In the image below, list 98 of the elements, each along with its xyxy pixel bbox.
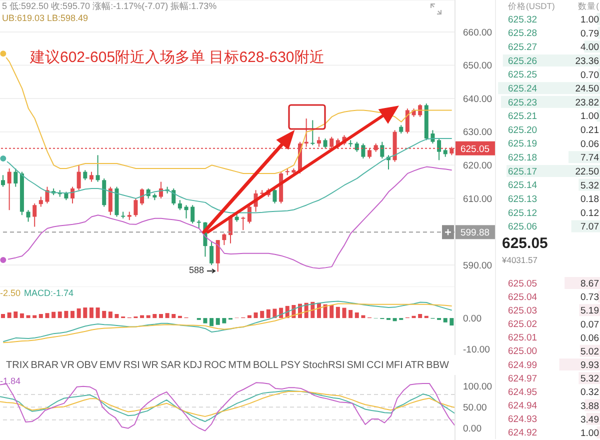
y-tick-label: 624.94 [508,400,538,412]
y-tick-label: 625.20 [508,124,538,136]
y-tick-label: 624.99 [508,360,538,371]
data-label: 22.50 [575,166,599,178]
data-label: 8.67 [580,278,599,290]
data-label: 23.36 [575,56,599,67]
y-tick-label: 610.00 [463,194,492,205]
y-tick-label: 625.13 [508,194,538,205]
y-tick-label: 630.00 [463,127,492,138]
text: EMV [100,360,122,370]
data-label: 23.82 [575,97,599,108]
data-label: 0.12 [580,208,599,219]
data-label: 5.32 [580,374,599,385]
y-tick-label: 620.00 [463,160,492,172]
data-label: 3.88 [580,400,599,412]
data-label: 5.19 [580,306,599,317]
y-tick-label: 625.28 [508,28,538,40]
data-label: 0.06 [580,138,599,150]
text: SMI [346,360,365,370]
annotation: -1.84 [0,376,21,387]
y-tick-label: 650.00 [463,60,492,72]
annotation: 价格(USDT) [508,1,555,12]
text: ¥4031.57 [502,255,538,266]
y-tick-label: -10.00 [463,344,490,356]
annotation: MACD:-1.74 [24,288,74,299]
y-tick-label: 640.00 [463,94,492,105]
data-label: 0.79 [580,28,599,40]
data-label: 0.18 [580,194,599,206]
y-tick-label: 625.27 [508,42,538,54]
text: ROC [204,360,226,370]
text: MFI [386,360,403,370]
data-label: 7.07 [580,222,599,233]
y-tick-label: 625.23 [508,97,538,108]
y-tick-label: 625.26 [508,56,538,67]
text: PSY [280,360,301,370]
y-tick-label: 625.19 [508,138,538,150]
annotation: 建议602-605附近入场多单 目标628-630附近 [30,49,324,67]
y-tick-label: 625.02 [508,319,538,330]
text: TRIX [6,360,29,370]
y-tick-label: 625.03 [508,305,538,316]
data-label: 0.06 [580,332,599,344]
data-label: 9.93 [580,360,599,371]
y-tick-label: 50.00 [463,402,487,414]
text: ATR [404,360,424,370]
y-tick-label: 625.06 [508,222,538,233]
y-tick-label: 624.97 [508,373,538,384]
ref-line-label: 599.88 [460,228,490,239]
data-label: 0.73 [580,292,599,304]
data-label: 4.00 [580,42,599,54]
annotation: -2.50 [0,288,21,299]
annotation: UB:619.03 LB:598.49 [2,13,88,24]
data-label: 0.21 [580,125,599,136]
text: SAR [160,360,182,370]
y-tick-label: 625.04 [508,292,538,303]
data-label: 5.32 [580,180,599,192]
y-tick-label: 0.00 [463,313,482,324]
data-label: 3.49 [580,414,599,426]
y-tick-label: 590.00 [463,260,492,272]
data-label: 5.02 [580,346,599,358]
data-label: 0.07 [580,319,599,330]
y-tick-label: 625.00 [508,346,538,358]
data-label: 1.00 [580,14,599,26]
data-label: 1.00 [580,428,599,439]
text: WR [142,360,159,370]
y-tick-label: 625.17 [508,166,538,178]
y-tick-label: 625.24 [508,83,538,94]
y-tick-label: 625.32 [508,14,538,26]
text: VR [60,360,74,370]
y-tick-label: 624.92 [508,428,538,439]
y-tick-label: 625.05 [508,278,538,290]
y-tick-label: 625.18 [508,152,538,164]
text: MTM [228,360,251,370]
y-tick-label: 624.93 [508,414,538,426]
data-label: 0.70 [580,70,599,81]
y-tick-label: 624.95 [508,386,538,398]
text: BRAR [30,360,59,370]
y-tick-label: 0.00 [463,424,482,435]
y-tick-label: 660.00 [463,27,492,38]
y-tick-label: 625.12 [508,208,538,219]
data-label: 24.50 [575,84,599,95]
text: RSI [123,360,140,370]
data-label: 7.74 [580,152,599,164]
text: StochRSI [302,360,345,370]
text: OBV [76,360,98,370]
y-tick-label: 625.14 [508,180,538,192]
y-tick-label: 100.00 [463,381,492,392]
text: KDJ [183,360,202,370]
annotation: 5 低:592.50 收:595.70 涨幅:-1.17%(-7.07) 振幅:1.73% [2,1,217,12]
text: BOLL [252,360,279,370]
y-tick-label: 625.25 [508,70,538,81]
annotation: 588 [189,265,204,276]
data-label: 1.00 [580,111,599,122]
annotation: 数量( [578,1,599,12]
y-tick-label: 625.01 [508,332,538,344]
text: BBW [426,360,449,370]
data-label: 0.32 [580,387,599,398]
text: CCI [366,360,384,370]
y-tick-label: 625.21 [508,111,538,122]
